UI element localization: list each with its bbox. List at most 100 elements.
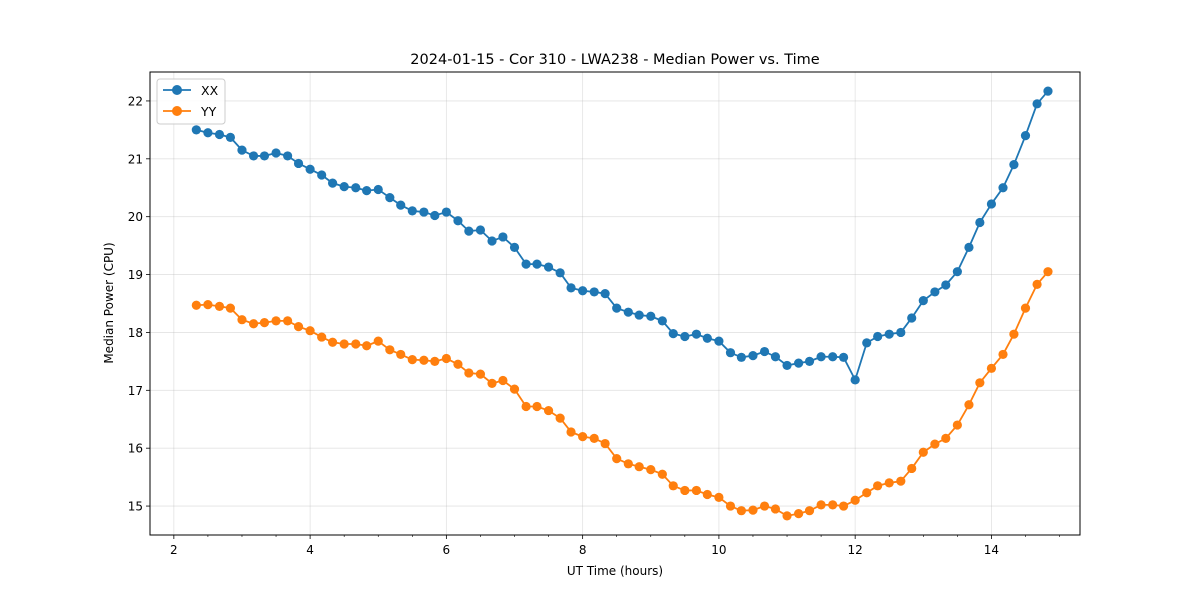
data-point-yy bbox=[498, 375, 508, 386]
data-point-yy bbox=[804, 506, 815, 516]
data-point-yy bbox=[441, 353, 451, 364]
data-point-yy bbox=[521, 401, 531, 412]
data-point-xx bbox=[373, 184, 383, 195]
data-point-xx bbox=[191, 125, 201, 135]
x-tick-label: 2 bbox=[170, 543, 178, 557]
data-point-yy bbox=[850, 495, 860, 505]
data-point-yy bbox=[691, 485, 702, 496]
data-point-yy bbox=[873, 481, 883, 491]
data-point-yy bbox=[634, 462, 644, 472]
data-point-yy bbox=[339, 339, 349, 349]
data-point-xx bbox=[237, 145, 247, 155]
series-line-xx bbox=[196, 90, 1049, 381]
data-point-xx bbox=[714, 336, 724, 346]
data-point-yy bbox=[317, 332, 327, 342]
data-point-yy bbox=[543, 405, 554, 416]
data-point-xx bbox=[623, 307, 633, 317]
data-point-yy bbox=[838, 501, 849, 511]
data-point-yy bbox=[918, 447, 928, 457]
data-point-xx bbox=[736, 352, 746, 362]
data-point-xx bbox=[1020, 131, 1031, 141]
data-point-xx bbox=[748, 350, 758, 361]
data-point-xx bbox=[918, 296, 928, 306]
y-tick-label: 22 bbox=[128, 94, 143, 108]
data-point-yy bbox=[702, 489, 712, 500]
data-point-yy bbox=[623, 459, 633, 469]
data-point-xx bbox=[702, 333, 712, 343]
data-point-yy bbox=[305, 326, 315, 336]
data-point-xx bbox=[578, 286, 588, 296]
series-yy bbox=[191, 267, 1053, 521]
y-tick-label: 18 bbox=[128, 326, 143, 340]
data-point-xx bbox=[612, 303, 622, 313]
data-point-yy bbox=[952, 420, 962, 430]
data-point-xx bbox=[896, 327, 906, 338]
data-point-yy bbox=[430, 356, 440, 366]
data-point-yy bbox=[725, 501, 736, 511]
data-point-xx bbox=[691, 329, 702, 339]
x-tick-label: 8 bbox=[579, 543, 587, 557]
data-point-xx bbox=[873, 331, 883, 342]
data-point-yy bbox=[453, 359, 463, 369]
data-point-xx bbox=[453, 216, 463, 226]
legend-label-yy: YY bbox=[200, 104, 217, 119]
data-point-xx bbox=[362, 186, 372, 196]
data-point-xx bbox=[407, 206, 417, 216]
data-point-xx bbox=[271, 148, 281, 158]
data-point-yy bbox=[884, 478, 894, 488]
data-point-yy bbox=[191, 300, 201, 310]
data-point-yy bbox=[657, 469, 667, 479]
data-point-xx bbox=[509, 242, 520, 252]
data-point-xx bbox=[794, 358, 804, 368]
data-point-yy bbox=[1032, 279, 1042, 289]
data-point-xx bbox=[419, 207, 429, 217]
data-point-xx bbox=[293, 158, 304, 169]
chart-title: 2024-01-15 - Cor 310 - LWA238 - Median P… bbox=[410, 52, 819, 68]
data-point-yy bbox=[828, 500, 838, 510]
data-point-xx bbox=[668, 328, 678, 339]
x-tick-label: 4 bbox=[306, 543, 314, 557]
y-axis-label: Median Power (CPU) bbox=[102, 242, 116, 363]
data-point-xx bbox=[430, 210, 440, 221]
data-point-xx bbox=[1043, 86, 1053, 96]
data-point-yy bbox=[941, 433, 951, 443]
data-point-xx bbox=[214, 129, 225, 140]
data-point-xx bbox=[464, 226, 474, 236]
data-point-yy bbox=[475, 369, 486, 379]
data-point-xx bbox=[327, 178, 338, 188]
y-tick-label: 17 bbox=[128, 384, 143, 398]
x-tick-label: 10 bbox=[711, 543, 726, 557]
data-point-yy bbox=[225, 303, 235, 313]
data-point-yy bbox=[714, 492, 724, 502]
data-point-yy bbox=[589, 433, 599, 443]
data-point-yy bbox=[385, 345, 395, 355]
data-point-xx bbox=[930, 287, 940, 297]
data-point-xx bbox=[317, 170, 327, 180]
grid bbox=[150, 72, 1080, 535]
data-point-xx bbox=[964, 242, 974, 252]
legend-label-xx: XX bbox=[201, 83, 219, 98]
data-point-yy bbox=[283, 316, 293, 326]
data-point-xx bbox=[225, 132, 235, 142]
data-point-xx bbox=[259, 151, 270, 161]
y-tick-label: 20 bbox=[128, 210, 143, 224]
data-point-yy bbox=[464, 368, 474, 378]
data-point-yy bbox=[509, 384, 520, 394]
data-point-yy bbox=[759, 501, 770, 511]
data-point-xx bbox=[804, 356, 815, 366]
data-point-yy bbox=[487, 378, 497, 388]
data-point-xx bbox=[850, 375, 860, 385]
data-point-xx bbox=[589, 287, 599, 297]
data-point-xx bbox=[952, 267, 962, 277]
data-point-xx bbox=[248, 151, 259, 161]
data-point-xx bbox=[838, 352, 849, 362]
data-point-xx bbox=[941, 280, 951, 290]
data-point-yy bbox=[1043, 267, 1053, 277]
data-point-yy bbox=[532, 401, 542, 412]
data-point-yy bbox=[986, 363, 997, 373]
data-point-xx bbox=[884, 329, 894, 339]
data-point-yy bbox=[203, 300, 213, 310]
data-point-yy bbox=[396, 349, 406, 360]
data-point-yy bbox=[578, 432, 588, 442]
